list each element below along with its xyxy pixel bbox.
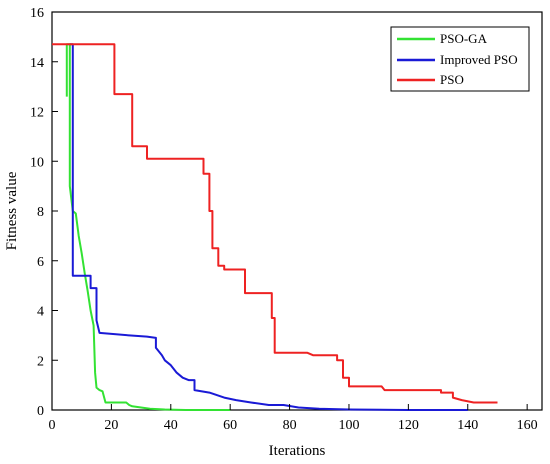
y-tick-label: 14 bbox=[30, 56, 44, 71]
y-tick-label: 16 bbox=[30, 6, 44, 21]
x-tick-label: 100 bbox=[338, 418, 359, 433]
y-tick-label: 6 bbox=[37, 255, 44, 270]
plot-region: 0 20 40 60 80 100 120 140 160 0 2 4 6 8 10 12 14 16 bbox=[30, 6, 543, 433]
legend-label-pso-ga: PSO-GA bbox=[440, 31, 488, 46]
y-axis-title: Fitness value bbox=[4, 171, 20, 250]
y-tick-label: 4 bbox=[37, 305, 44, 320]
legend-label-improved-pso: Improved PSO bbox=[440, 52, 518, 67]
y-tick-label: 8 bbox=[37, 205, 44, 220]
x-tick-label: 120 bbox=[398, 418, 419, 433]
y-axis-ticks: 0 2 4 6 8 10 12 14 16 bbox=[30, 6, 58, 419]
x-tick-label: 60 bbox=[223, 418, 237, 433]
x-tick-label: 0 bbox=[49, 418, 56, 433]
x-axis-title: Iterations bbox=[269, 443, 326, 459]
x-tick-label: 40 bbox=[164, 418, 178, 433]
x-tick-label: 140 bbox=[457, 418, 478, 433]
y-tick-label: 10 bbox=[30, 155, 44, 170]
series-line-pso bbox=[52, 43, 498, 404]
x-tick-label: 20 bbox=[104, 418, 118, 433]
series-layer bbox=[52, 43, 498, 411]
x-tick-label: 160 bbox=[517, 418, 538, 433]
y-tick-label: 12 bbox=[30, 106, 44, 121]
series-line-improved-pso bbox=[69, 43, 468, 411]
legend-label-pso: PSO bbox=[440, 72, 464, 87]
y-tick-label: 0 bbox=[37, 404, 44, 419]
y-tick-label: 2 bbox=[37, 354, 44, 369]
x-axis-ticks: 0 20 40 60 80 100 120 140 160 bbox=[49, 404, 538, 433]
series-line-pso-ga bbox=[65, 43, 231, 411]
legend: PSO-GA Improved PSO PSO bbox=[390, 26, 530, 92]
x-tick-label: 80 bbox=[283, 418, 297, 433]
